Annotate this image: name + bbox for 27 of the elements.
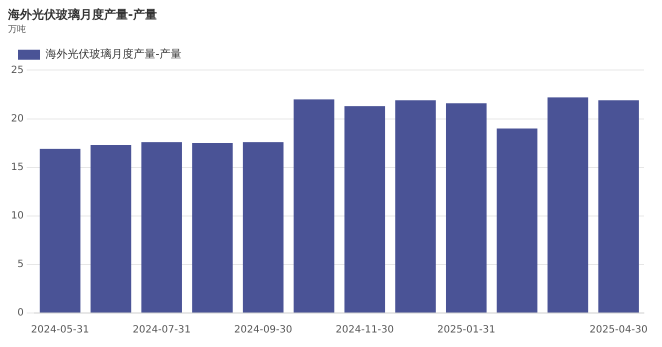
y-axis-title: 万吨 [8, 24, 26, 36]
bar [496, 128, 538, 312]
bar [141, 142, 182, 312]
bar [294, 99, 334, 312]
bar [242, 142, 284, 312]
x-tick-label: 2024-11-30 [336, 324, 394, 336]
y-tick-label: 10 [10, 210, 24, 222]
y-tick-label: 5 [17, 259, 24, 270]
x-tick-label: 2025-01-31 [437, 324, 496, 336]
bar [344, 106, 386, 312]
x-tick-label: 2024-07-31 [132, 324, 191, 336]
bar [598, 100, 639, 312]
bar [548, 97, 588, 312]
bar [90, 144, 132, 312]
bar [446, 103, 487, 312]
bar [192, 143, 233, 312]
x-tick-label: 2024-09-30 [234, 324, 292, 336]
bar [40, 148, 80, 312]
legend-label: 海外光伏玻璃月度产量-产量 [46, 48, 182, 61]
x-tick-label: 2025-04-30 [590, 324, 648, 336]
y-tick-label: 15 [10, 162, 24, 173]
y-tick-label: 25 [10, 64, 24, 76]
x-tick-label: 2024-05-31 [31, 324, 90, 336]
y-tick-label: 20 [10, 113, 24, 124]
y-tick-label: 0 [17, 308, 24, 319]
bar [395, 100, 436, 312]
chart-title: 海外光伏玻璃月度产量-产量 [7, 7, 157, 22]
